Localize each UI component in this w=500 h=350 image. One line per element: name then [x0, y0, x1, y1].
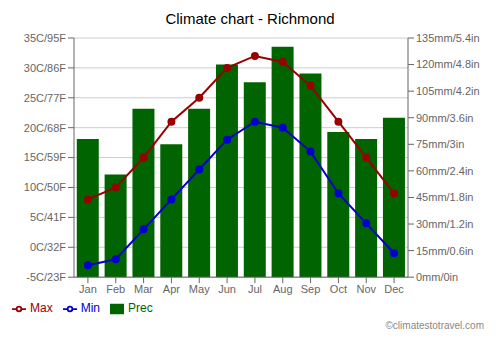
html-text:Min: Min	[80, 301, 100, 316]
svg-text:60mm/2.4in: 60mm/2.4in	[416, 165, 473, 177]
svg-text:Feb: Feb	[106, 283, 125, 295]
svg-text:45mm/1.8in: 45mm/1.8in	[416, 191, 473, 203]
svg-text:90mm/3.6in: 90mm/3.6in	[416, 112, 473, 124]
svg-text:30mm/1.2in: 30mm/1.2in	[416, 218, 473, 230]
svg-text:5C/41F: 5C/41F	[30, 211, 66, 223]
svg-text:120mm/4.8in: 120mm/4.8in	[416, 58, 480, 70]
svg-text:May: May	[189, 283, 210, 295]
svg-text:0mm/0in: 0mm/0in	[416, 271, 458, 283]
svg-text:Aug: Aug	[273, 283, 293, 295]
svg-text:Apr: Apr	[163, 283, 180, 295]
svg-text:Oct: Oct	[330, 283, 347, 295]
svg-text:10C/50F: 10C/50F	[24, 181, 66, 193]
svg-text:0C/32F: 0C/32F	[30, 241, 66, 253]
svg-text:-5C/23F: -5C/23F	[26, 271, 66, 283]
svg-text:105mm/4.2in: 105mm/4.2in	[416, 85, 480, 97]
svg-text:135mm/5.4in: 135mm/5.4in	[416, 32, 480, 44]
svg-text:Jul: Jul	[248, 283, 262, 295]
svg-text:Nov: Nov	[356, 283, 376, 295]
svg-text:Jan: Jan	[79, 283, 97, 295]
svg-text:30C/86F: 30C/86F	[24, 62, 66, 74]
svg-text:Jun: Jun	[218, 283, 236, 295]
html-text:Max: Max	[30, 301, 53, 316]
svg-text:35C/95F: 35C/95F	[24, 32, 66, 44]
html-text:Climate chart - Richmond: Climate chart - Richmond	[165, 10, 335, 27]
svg-text:15mm/0.6in: 15mm/0.6in	[416, 245, 473, 257]
svg-text:Dec: Dec	[384, 283, 404, 295]
html-text:Prec: Prec	[128, 301, 153, 316]
svg-text:15C/59F: 15C/59F	[24, 151, 66, 163]
html-text:©climatestotravel.com: ©climatestotravel.com	[385, 320, 484, 331]
svg-text:25C/77F: 25C/77F	[24, 92, 66, 104]
svg-text:Sep: Sep	[301, 283, 321, 295]
svg-text:20C/68F: 20C/68F	[24, 122, 66, 134]
svg-text:Mar: Mar	[134, 283, 153, 295]
svg-text:75mm/3in: 75mm/3in	[416, 138, 464, 150]
